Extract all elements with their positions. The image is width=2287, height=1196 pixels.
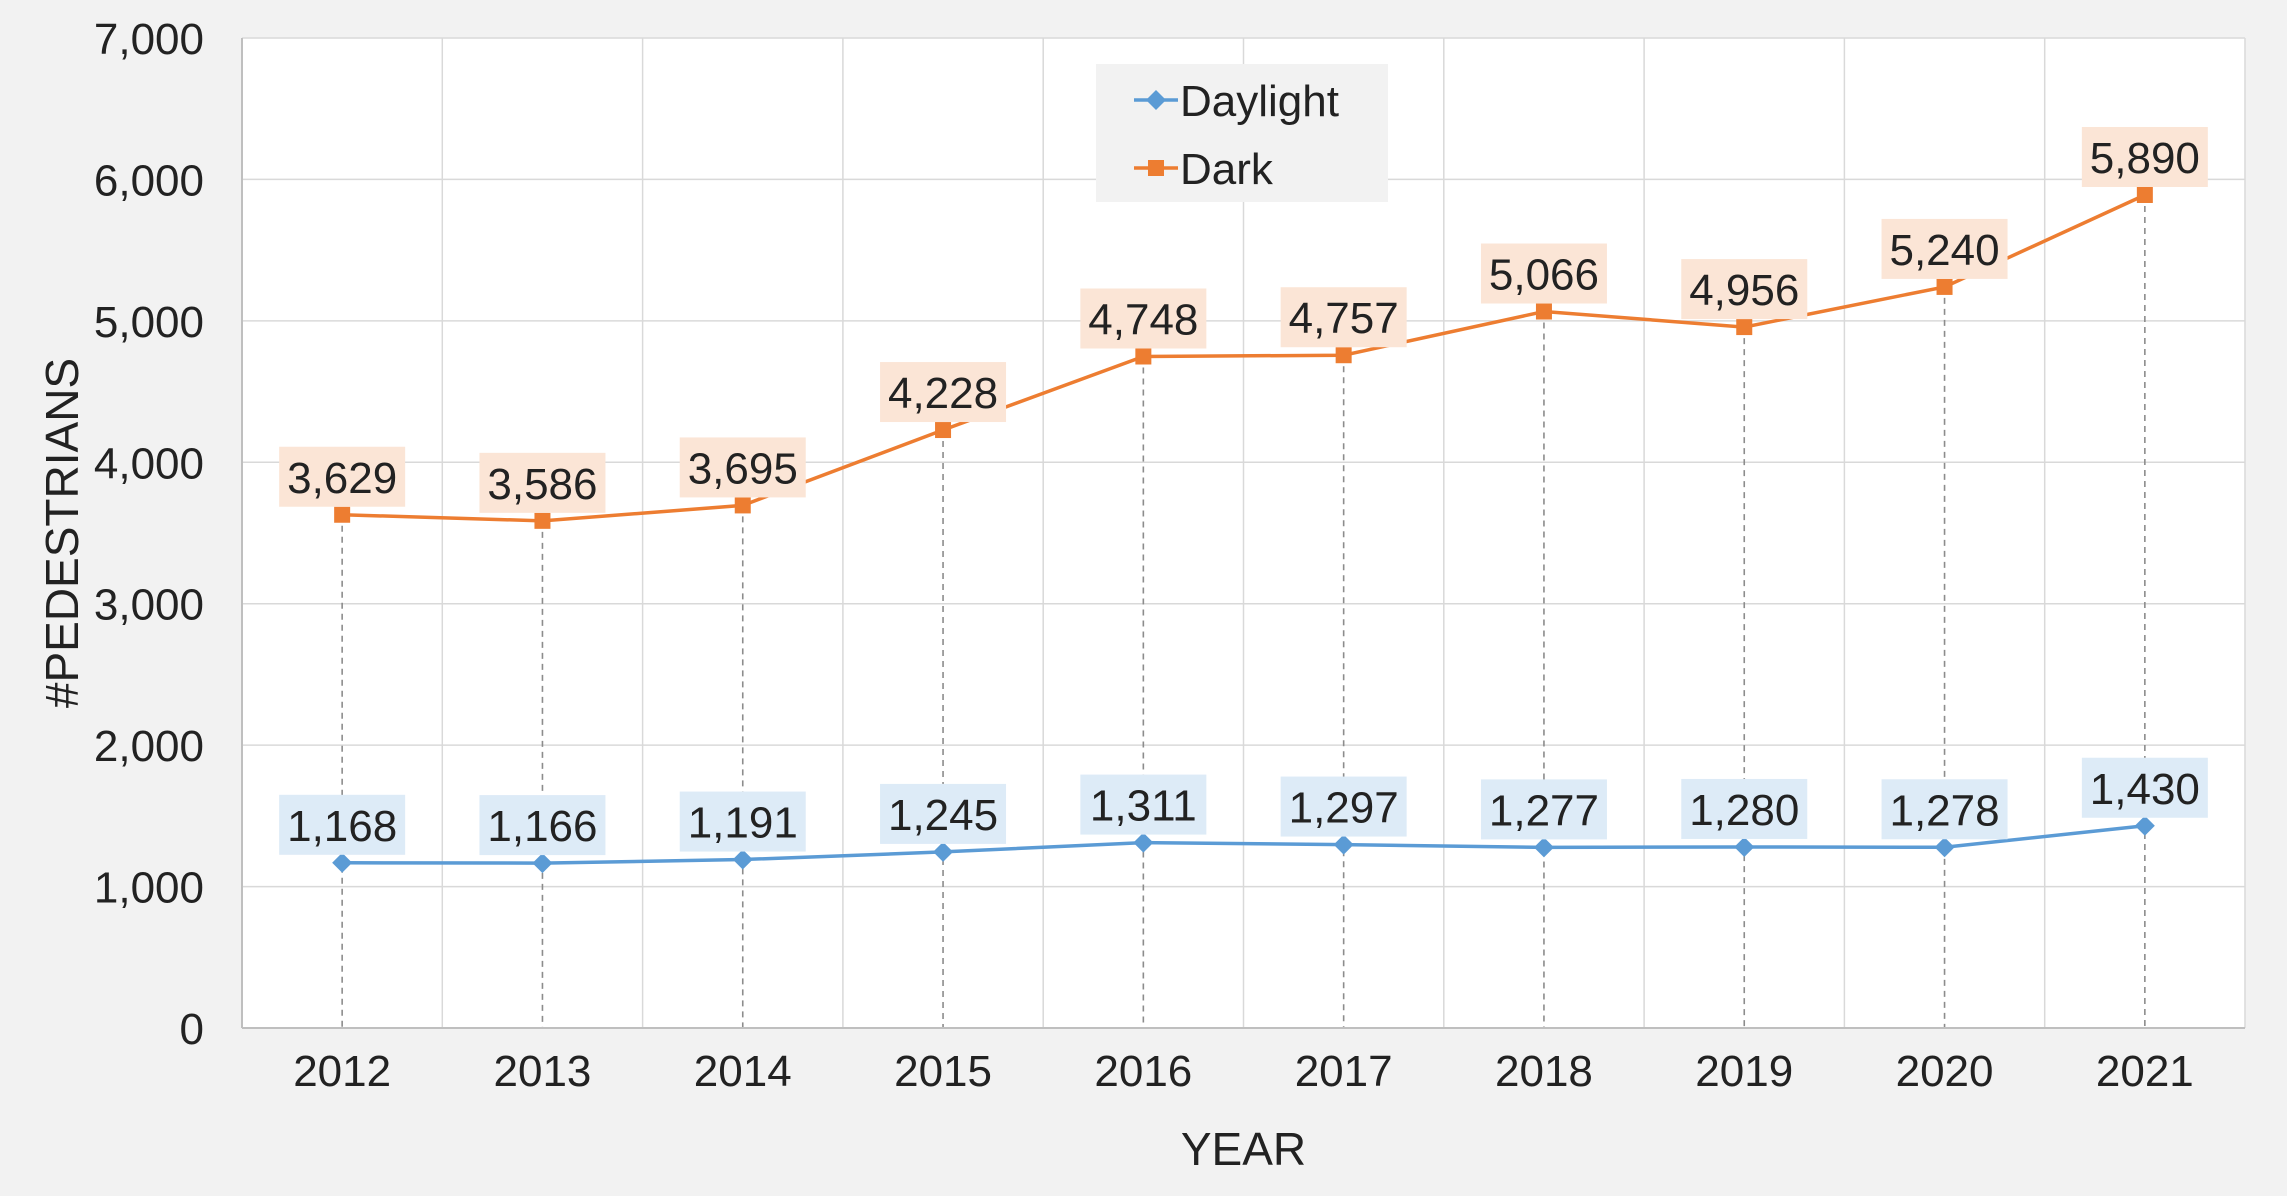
data-label: 1,245 bbox=[888, 791, 998, 840]
y-tick-labels: 0 1,000 2,000 3,000 4,000 5,000 6,000 7,000 bbox=[94, 15, 204, 1054]
data-label: 5,240 bbox=[1889, 226, 1999, 275]
data-point-square bbox=[534, 512, 551, 529]
data-point-diamond bbox=[332, 852, 353, 873]
x-tick-label: 2021 bbox=[2096, 1047, 2194, 1096]
data-point-diamond bbox=[532, 853, 553, 874]
data-label: 4,748 bbox=[1088, 295, 1198, 344]
data-label: 4,757 bbox=[1289, 294, 1399, 343]
data-point-diamond bbox=[2134, 815, 2155, 836]
x-axis-title: YEAR bbox=[1181, 1123, 1306, 1175]
data-label-box bbox=[1280, 287, 1407, 348]
data-label-box bbox=[1280, 776, 1407, 837]
y-tick-label: 7,000 bbox=[94, 15, 204, 64]
data-point-square bbox=[2136, 186, 2153, 203]
y-tick-label: 0 bbox=[180, 1005, 204, 1054]
data-point-diamond bbox=[1533, 837, 1554, 858]
x-tick-label: 2012 bbox=[293, 1047, 391, 1096]
data-label-box bbox=[479, 795, 606, 856]
data-label-box bbox=[1881, 779, 2008, 840]
data-label-box bbox=[880, 362, 1007, 423]
data-point-diamond bbox=[732, 849, 753, 870]
data-label-box bbox=[1681, 259, 1808, 320]
legend: Daylight Dark bbox=[1096, 64, 1388, 202]
data-point-square bbox=[1936, 278, 1953, 295]
data-label: 5,890 bbox=[2090, 134, 2200, 183]
legend-label: Daylight bbox=[1180, 77, 1339, 126]
data-point-diamond bbox=[1333, 834, 1354, 855]
data-point-square bbox=[1736, 319, 1753, 336]
data-labels: 1,168 1,166 1,191 1,245 1,311 1,297 1,277 1,280… bbox=[279, 126, 2208, 856]
legend-label: Dark bbox=[1180, 145, 1274, 194]
data-label: 1,280 bbox=[1689, 786, 1799, 835]
x-tick-label: 2015 bbox=[894, 1047, 992, 1096]
data-label-box bbox=[1480, 779, 1607, 840]
y-tick-label: 2,000 bbox=[94, 722, 204, 771]
data-label-box bbox=[279, 794, 406, 855]
series-line-dark bbox=[342, 193, 2146, 523]
data-label: 1,191 bbox=[688, 799, 798, 848]
data-label-box bbox=[479, 452, 606, 513]
x-tick-label: 2016 bbox=[1094, 1047, 1192, 1096]
y-axis-title: #PEDESTRIANS bbox=[36, 358, 88, 708]
x-tick-label: 2014 bbox=[694, 1047, 792, 1096]
data-label: 1,297 bbox=[1289, 784, 1399, 833]
y-tick-label: 6,000 bbox=[94, 156, 204, 205]
data-point-diamond bbox=[1133, 832, 1154, 853]
legend-box bbox=[1096, 64, 1388, 202]
data-label: 1,278 bbox=[1889, 786, 1999, 835]
series-layer bbox=[332, 186, 2155, 874]
data-label-box bbox=[2081, 757, 2208, 818]
data-point-square bbox=[1535, 303, 1552, 320]
data-point-square bbox=[334, 506, 351, 523]
data-point-diamond bbox=[1734, 836, 1755, 857]
data-label: 3,695 bbox=[688, 444, 798, 493]
data-label-box bbox=[880, 783, 1007, 844]
data-label-box bbox=[1080, 288, 1207, 349]
data-point-square bbox=[1335, 347, 1352, 364]
x-tick-label: 2017 bbox=[1295, 1047, 1393, 1096]
data-label: 1,168 bbox=[287, 802, 397, 851]
data-label: 4,228 bbox=[888, 369, 998, 418]
data-point-diamond bbox=[1146, 90, 1166, 110]
axes bbox=[241, 38, 2245, 1029]
data-label: 3,586 bbox=[487, 460, 597, 509]
series-line-daylight bbox=[342, 824, 2146, 865]
data-point-diamond bbox=[1934, 837, 1955, 858]
y-tick-label: 3,000 bbox=[94, 581, 204, 630]
data-point-square bbox=[1148, 160, 1164, 176]
data-point-square bbox=[935, 422, 952, 439]
data-label-box bbox=[279, 446, 406, 507]
data-label-box bbox=[1681, 778, 1808, 839]
data-label: 3,629 bbox=[287, 454, 397, 503]
data-label-box bbox=[679, 437, 806, 498]
y-tick-label: 4,000 bbox=[94, 439, 204, 488]
x-tick-label: 2019 bbox=[1695, 1047, 1793, 1096]
data-point-square bbox=[734, 497, 751, 514]
y-tick-label: 5,000 bbox=[94, 298, 204, 347]
x-tick-label: 2013 bbox=[494, 1047, 592, 1096]
data-point-square bbox=[1135, 348, 1152, 365]
data-label-box bbox=[1881, 218, 2008, 279]
data-label: 5,066 bbox=[1489, 251, 1599, 300]
data-label-box bbox=[1080, 774, 1207, 835]
y-tick-label: 1,000 bbox=[94, 864, 204, 913]
data-label: 1,277 bbox=[1489, 786, 1599, 835]
data-label: 1,430 bbox=[2090, 765, 2200, 814]
data-point-diamond bbox=[933, 841, 954, 862]
drop-lines bbox=[341, 194, 2146, 1028]
data-label-box bbox=[1480, 243, 1607, 304]
data-label-box bbox=[679, 791, 806, 852]
data-label: 4,956 bbox=[1689, 266, 1799, 315]
x-tick-labels: 2012 2013 2014 2015 2016 2017 2018 2019 2020 2021 bbox=[293, 1047, 2194, 1096]
data-label-box bbox=[2081, 126, 2208, 187]
data-label: 1,166 bbox=[487, 802, 597, 851]
x-tick-label: 2018 bbox=[1495, 1047, 1593, 1096]
x-tick-label: 2020 bbox=[1896, 1047, 1994, 1096]
data-label: 1,311 bbox=[1090, 782, 1197, 831]
